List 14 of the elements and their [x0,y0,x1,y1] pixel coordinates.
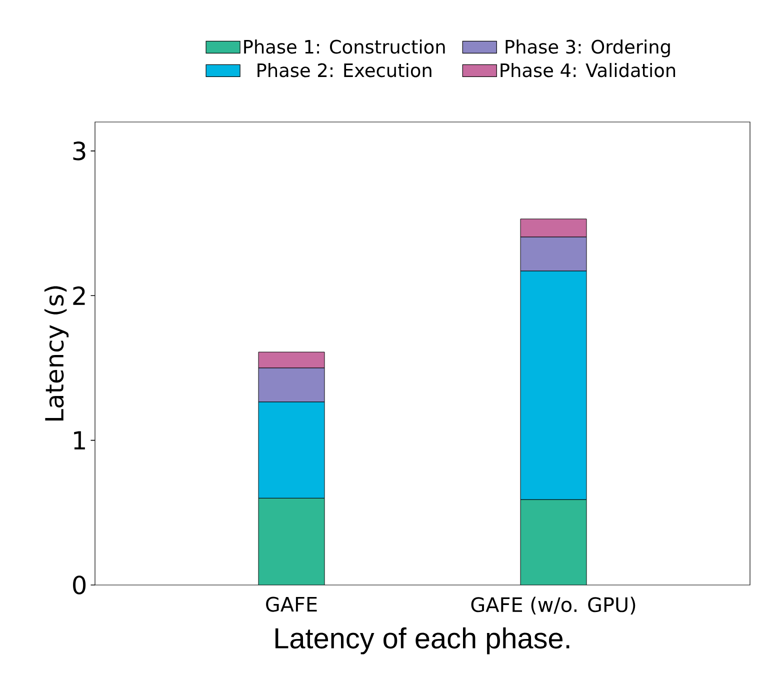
y-tick-label: 2 [73,286,85,305]
y-tick-label: 3 [73,142,86,160]
x-tick-label: GAFE [266,596,317,612]
bar [520,499,587,585]
y-axis-title: Latency (s) [44,286,69,420]
legend-label: Phase 3: Ordering [506,39,670,58]
legend-label: Phase 4: Validation [500,62,676,78]
legend-label: Phase 1: Construction [244,39,445,54]
x-tick-label: GAFE (w/o. GPU) [471,596,636,615]
x-axis-title: Latency of each phase. [275,627,570,654]
y-tick-label: 0 [73,576,86,594]
y-tick-label: 1 [74,431,85,450]
bar [258,498,325,585]
legend-label: Phase 2: Execution [258,62,432,78]
